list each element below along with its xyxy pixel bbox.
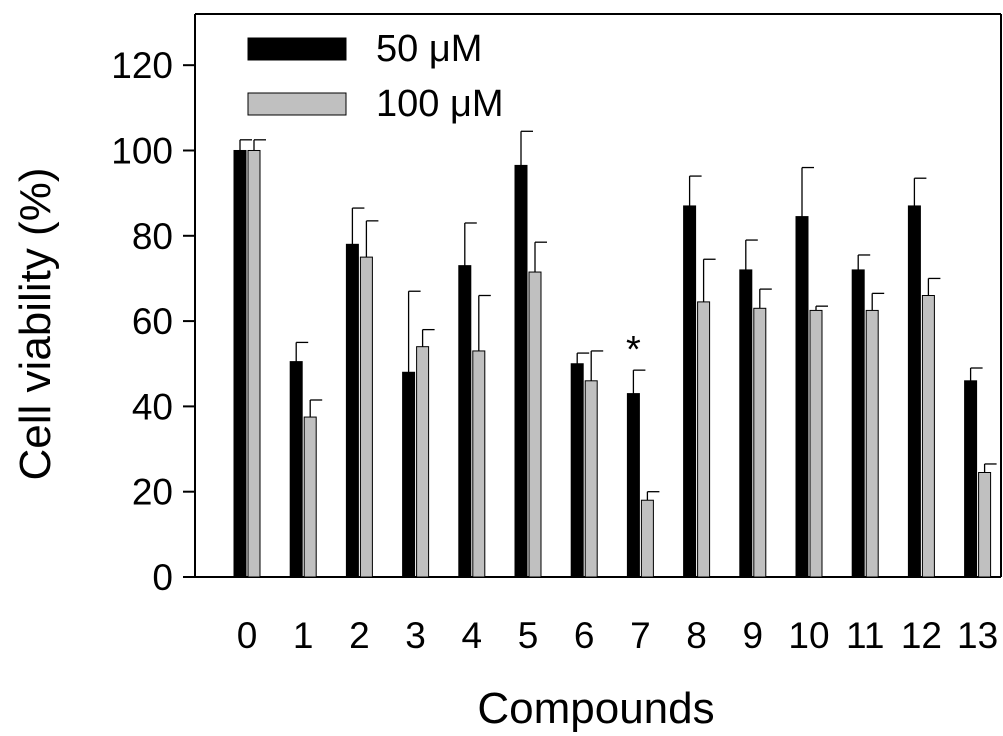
bar-series1-11 [851,269,865,578]
bar-series2-5 [528,271,542,578]
x-tick-label: 5 [518,615,539,656]
y-tick-label: 0 [152,557,173,598]
bar-series1-9 [739,269,753,578]
bar-series2-11 [865,309,879,578]
bar-series2-13 [978,472,992,578]
bar-series2-10 [809,309,823,578]
legend-label-2: 100 μM [376,83,504,125]
y-tick-label: 60 [132,301,173,342]
bar-series2-3 [416,346,430,578]
x-tick-label: 1 [293,615,314,656]
bar-series1-5 [514,164,528,578]
bar-series2-8 [697,301,711,578]
significance-annotation: * [626,329,641,371]
x-tick-label: 2 [349,615,370,656]
bar-series1-7 [626,393,640,578]
x-tick-label: 6 [574,615,595,656]
legend-label-1: 50 μM [376,28,482,70]
bar-series2-7 [640,499,654,578]
x-tick-label: 0 [237,615,258,656]
bar-series1-8 [683,205,697,578]
bar-series2-6 [584,380,598,578]
x-tick-label: 3 [405,615,426,656]
bar-series1-6 [570,363,584,578]
x-tick-label: 7 [630,615,651,656]
bar-series2-12 [921,295,935,578]
bar-series2-1 [303,416,317,578]
x-tick-label: 4 [462,615,483,656]
bar-series1-2 [345,243,359,578]
bar-series1-0 [233,149,247,578]
x-tick-label: 11 [846,615,884,656]
bar-series2-2 [359,256,373,578]
y-tick-label: 20 [132,472,173,513]
x-tick-label: 10 [788,615,829,656]
bar-series2-9 [753,307,767,578]
bar-series1-3 [402,371,416,578]
y-tick-label: 80 [132,216,173,257]
bar-series1-4 [458,265,472,578]
bar-series1-1 [289,361,303,578]
bar-series2-0 [247,149,261,578]
y-axis-title: Cell viability (%) [11,168,60,481]
x-axis-title: Compounds [477,684,714,733]
legend-swatch-2 [247,92,347,116]
bar-series2-4 [472,350,486,578]
y-tick-label: 100 [111,130,173,171]
bar-series1-12 [907,205,921,578]
x-tick-label: 9 [743,615,764,656]
legend-swatch-1 [247,37,347,61]
x-tick-label: 13 [957,615,998,656]
bar-series1-10 [795,216,809,578]
y-tick-label: 40 [132,386,173,427]
bar-series1-13 [964,380,978,578]
y-tick-label: 120 [111,45,173,86]
x-tick-label: 12 [901,615,942,656]
x-tick-label: 8 [686,615,707,656]
